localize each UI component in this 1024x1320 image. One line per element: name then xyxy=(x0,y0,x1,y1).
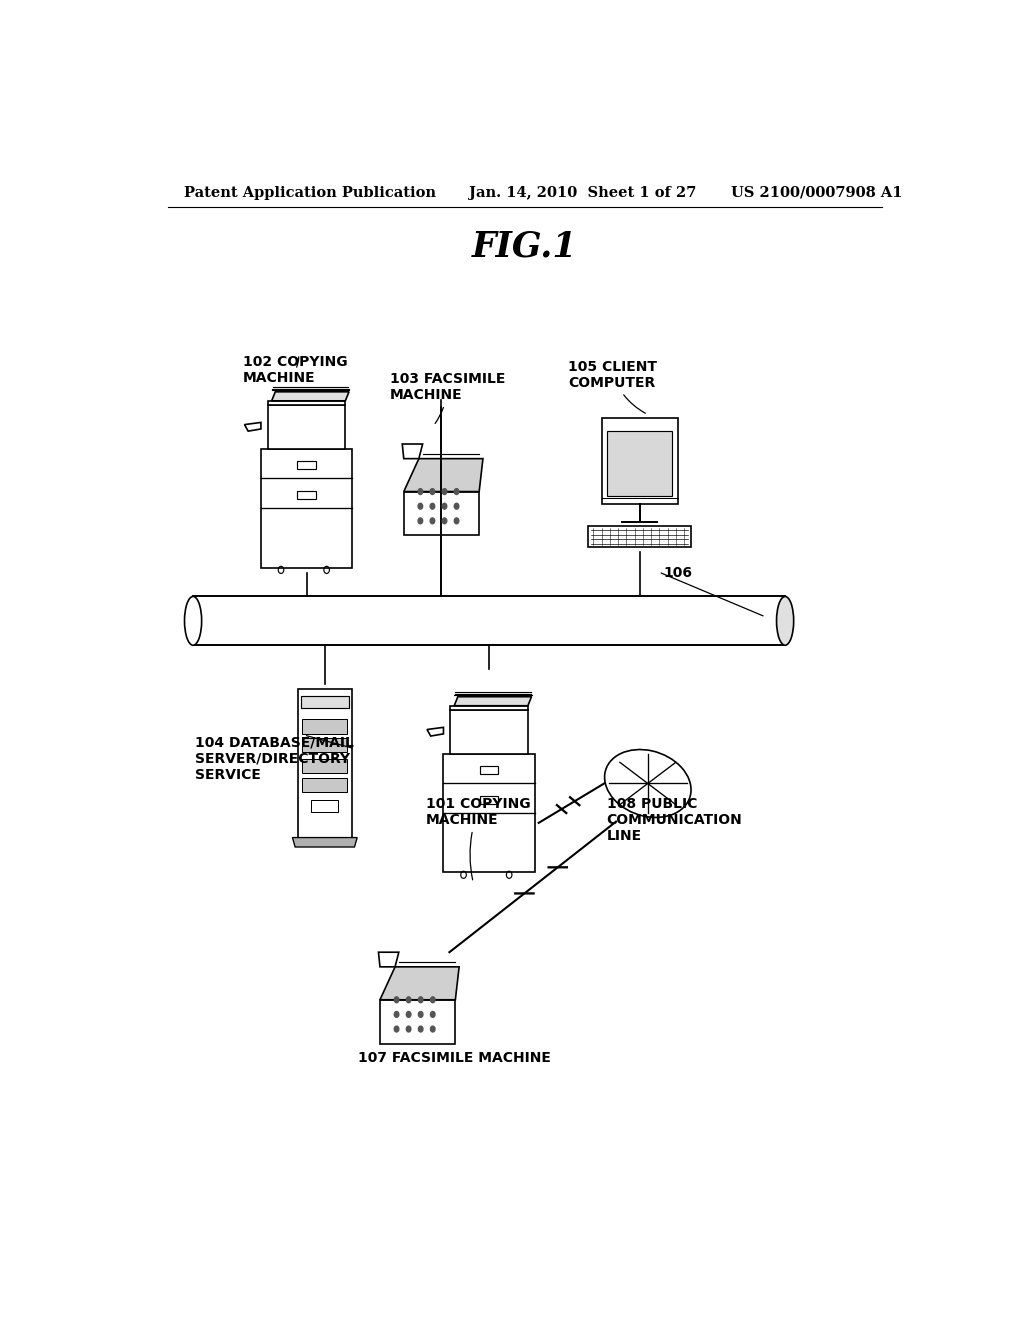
Polygon shape xyxy=(380,966,459,999)
Bar xyxy=(602,417,678,504)
Circle shape xyxy=(418,517,423,524)
Polygon shape xyxy=(271,392,349,401)
Bar xyxy=(451,710,528,754)
Circle shape xyxy=(442,503,446,510)
Circle shape xyxy=(430,1011,435,1018)
Bar xyxy=(194,597,785,645)
Circle shape xyxy=(455,517,459,524)
Polygon shape xyxy=(380,999,456,1044)
Circle shape xyxy=(430,488,435,495)
Bar xyxy=(302,777,347,792)
Ellipse shape xyxy=(776,597,794,645)
Bar xyxy=(443,754,535,873)
Circle shape xyxy=(455,488,459,495)
Circle shape xyxy=(430,503,435,510)
Circle shape xyxy=(442,517,446,524)
Circle shape xyxy=(430,517,435,524)
Circle shape xyxy=(407,1011,411,1018)
Polygon shape xyxy=(293,838,357,847)
Circle shape xyxy=(419,1011,423,1018)
Polygon shape xyxy=(402,444,423,458)
Polygon shape xyxy=(245,422,261,432)
Ellipse shape xyxy=(604,750,691,817)
Bar xyxy=(588,527,691,546)
Bar xyxy=(302,738,347,752)
Text: 105 CLIENT
COMPUTER: 105 CLIENT COMPUTER xyxy=(568,359,657,413)
Bar xyxy=(261,449,352,568)
Bar xyxy=(480,766,499,774)
Polygon shape xyxy=(455,697,531,706)
Bar xyxy=(302,759,347,774)
Circle shape xyxy=(394,1011,398,1018)
Circle shape xyxy=(430,997,435,1003)
Text: 101 COPYING
MACHINE: 101 COPYING MACHINE xyxy=(426,797,530,880)
Text: 103 FACSIMILE
MACHINE: 103 FACSIMILE MACHINE xyxy=(390,372,505,424)
Bar xyxy=(267,405,345,449)
Text: FIG.1: FIG.1 xyxy=(472,230,578,264)
Text: 102 COPYING
MACHINE: 102 COPYING MACHINE xyxy=(243,355,348,384)
Bar xyxy=(298,689,352,838)
Text: 104 DATABASE/MAIL
SERVER/DIRECTORY
SERVICE: 104 DATABASE/MAIL SERVER/DIRECTORY SERVI… xyxy=(196,735,354,783)
Circle shape xyxy=(394,1026,398,1032)
Polygon shape xyxy=(379,952,398,966)
Circle shape xyxy=(430,1026,435,1032)
Polygon shape xyxy=(427,727,443,737)
Circle shape xyxy=(455,503,459,510)
Bar xyxy=(311,800,338,812)
Polygon shape xyxy=(267,401,345,405)
Text: US 2100/0007908 A1: US 2100/0007908 A1 xyxy=(731,186,902,199)
Circle shape xyxy=(418,503,423,510)
Ellipse shape xyxy=(184,597,202,645)
Circle shape xyxy=(407,1026,411,1032)
Circle shape xyxy=(418,488,423,495)
Text: Jan. 14, 2010  Sheet 1 of 27: Jan. 14, 2010 Sheet 1 of 27 xyxy=(469,186,696,199)
Bar xyxy=(300,696,349,709)
Bar xyxy=(297,461,315,469)
Text: 108 PUBLIC
COMMUNICATION
LINE: 108 PUBLIC COMMUNICATION LINE xyxy=(606,797,742,843)
Circle shape xyxy=(394,997,398,1003)
Text: 107 FACSIMILE MACHINE: 107 FACSIMILE MACHINE xyxy=(358,1051,551,1065)
Bar xyxy=(607,430,673,496)
Text: Patent Application Publication: Patent Application Publication xyxy=(183,186,435,199)
Circle shape xyxy=(419,1026,423,1032)
Polygon shape xyxy=(451,706,528,710)
Circle shape xyxy=(442,488,446,495)
Bar xyxy=(297,491,315,499)
Bar xyxy=(302,719,347,734)
Bar xyxy=(480,796,499,804)
Circle shape xyxy=(419,997,423,1003)
Text: 106: 106 xyxy=(664,566,692,579)
Polygon shape xyxy=(403,491,479,536)
Circle shape xyxy=(407,997,411,1003)
Polygon shape xyxy=(403,458,483,491)
